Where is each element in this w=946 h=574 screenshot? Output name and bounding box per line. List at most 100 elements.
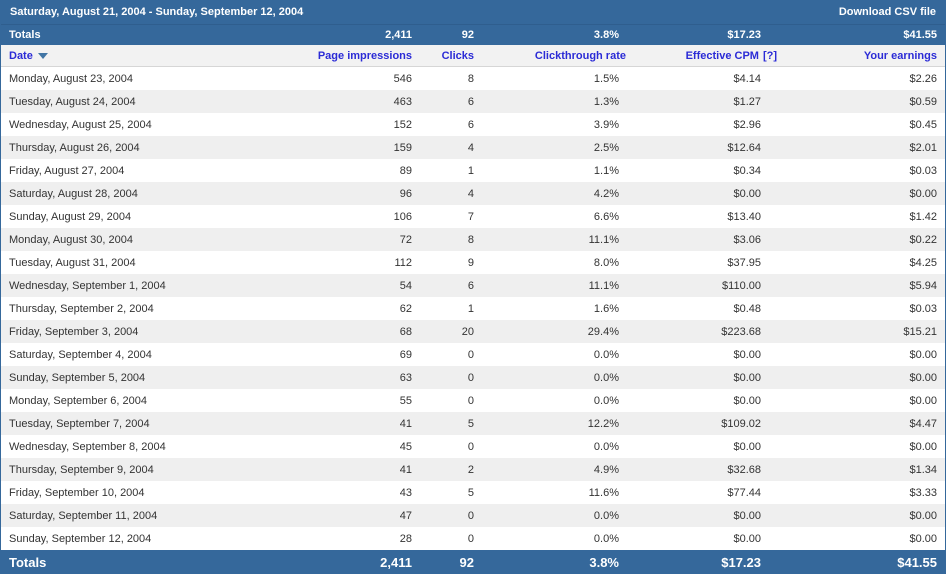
ecpm-help-icon[interactable]: [?] (762, 49, 777, 62)
cell-date: Tuesday, August 31, 2004 (9, 256, 136, 269)
totals-impressions: 2,411 (380, 554, 412, 570)
cell-clicks: 6 (467, 118, 474, 131)
cell-ecpm: $0.00 (733, 394, 761, 407)
cell-clicks: 0 (467, 348, 474, 361)
column-header-impressions[interactable]: Page impressions (317, 49, 412, 62)
cell-date: Sunday, August 29, 2004 (9, 210, 132, 223)
cell-ecpm: $0.34 (733, 164, 761, 177)
cell-impressions: 54 (399, 279, 412, 292)
cell-ctr: 0.0% (593, 348, 619, 361)
cell-earnings: $0.22 (909, 233, 937, 246)
column-header-ecpm-label[interactable]: Effective CPM (685, 49, 759, 62)
cell-ecpm: $77.44 (727, 486, 761, 499)
table-row: Sunday, August 29, 2004 106 7 6.6% $13.40 $1.… (1, 205, 945, 228)
cell-impressions: 55 (399, 394, 412, 407)
cell-ecpm: $0.00 (733, 187, 761, 200)
cell-ecpm: $32.68 (727, 463, 761, 476)
column-header-clicks[interactable]: Clicks (441, 49, 474, 62)
cell-date: Wednesday, September 1, 2004 (9, 279, 166, 292)
totals-clicks: 92 (459, 554, 474, 570)
cell-clicks: 4 (467, 187, 474, 200)
cell-impressions: 45 (399, 440, 412, 453)
cell-date: Saturday, September 4, 2004 (9, 348, 152, 361)
cell-ctr: 0.0% (593, 509, 619, 522)
cell-date: Thursday, August 26, 2004 (9, 141, 140, 154)
cell-ctr: 0.0% (593, 394, 619, 407)
cell-clicks: 0 (467, 509, 474, 522)
column-header-row: Date Page impressions Clicks Clickthroug… (1, 45, 945, 67)
table-row: Wednesday, August 25, 2004 152 6 3.9% $2.96 $… (1, 113, 945, 136)
cell-clicks: 6 (467, 279, 474, 292)
cell-ecpm: $4.14 (733, 72, 761, 85)
table-row: Friday, September 3, 2004 68 20 29.4% $223.6… (1, 320, 945, 343)
cell-ecpm: $0.00 (733, 348, 761, 361)
cell-date: Sunday, September 12, 2004 (9, 532, 152, 545)
cell-date: Friday, September 3, 2004 (9, 325, 139, 338)
cell-impressions: 63 (399, 371, 412, 384)
cell-ctr: 6.6% (593, 210, 619, 223)
table-row: Saturday, August 28, 2004 96 4 4.2% $0.00 $0.… (1, 182, 945, 205)
cell-ctr: 2.5% (593, 141, 619, 154)
table-row: Sunday, September 12, 2004 28 0 0.0% $0.00 $0… (1, 527, 945, 550)
cell-date: Monday, August 23, 2004 (9, 72, 133, 85)
table-row: Wednesday, September 8, 2004 45 0 0.0% $0.00… (1, 435, 945, 458)
sort-descending-icon (37, 52, 48, 59)
cell-ctr: 4.2% (593, 187, 619, 200)
cell-clicks: 6 (467, 95, 474, 108)
cell-earnings: $1.42 (909, 210, 937, 223)
totals-ctr: 3.8% (593, 29, 619, 41)
cell-ctr: 1.6% (593, 302, 619, 315)
cell-earnings: $0.00 (909, 348, 937, 361)
cell-ctr: 1.3% (593, 95, 619, 108)
cell-clicks: 4 (467, 141, 474, 154)
title-bar: Saturday, August 21, 2004 - Sunday, Sept… (1, 0, 945, 25)
column-header-ecpm[interactable]: Effective CPM [?] (629, 50, 781, 62)
table-row: Monday, August 23, 2004 546 8 1.5% $4.14 $2.2… (1, 67, 945, 90)
column-header-date[interactable]: Date (1, 50, 299, 62)
cell-clicks: 7 (467, 210, 474, 223)
cell-date: Saturday, August 28, 2004 (9, 187, 138, 200)
cell-clicks: 8 (467, 233, 474, 246)
table-row: Thursday, September 9, 2004 41 2 4.9% $32.68… (1, 458, 945, 481)
cell-date: Thursday, September 2, 2004 (9, 302, 154, 315)
cell-ctr: 11.1% (588, 279, 619, 292)
cell-impressions: 159 (393, 141, 412, 154)
cell-ctr: 0.0% (593, 371, 619, 384)
cell-clicks: 0 (467, 394, 474, 407)
table-row: Friday, August 27, 2004 89 1 1.1% $0.34 $0.03 (1, 159, 945, 182)
cell-ecpm: $0.00 (733, 509, 761, 522)
table-row: Wednesday, September 1, 2004 54 6 11.1% $110… (1, 274, 945, 297)
table-row: Friday, September 10, 2004 43 5 11.6% $77.44… (1, 481, 945, 504)
cell-impressions: 106 (393, 210, 412, 223)
column-header-ctr[interactable]: Clickthrough rate (534, 49, 626, 62)
cell-clicks: 1 (467, 164, 474, 177)
cell-ctr: 8.0% (593, 256, 619, 269)
table-row: Monday, August 30, 2004 72 8 11.1% $3.06 $0.2… (1, 228, 945, 251)
download-csv-link[interactable]: Download CSV file (838, 6, 936, 18)
cell-impressions: 152 (393, 118, 412, 131)
cell-impressions: 546 (393, 72, 412, 85)
cell-ctr: 1.1% (593, 164, 619, 177)
cell-date: Monday, September 6, 2004 (9, 394, 147, 407)
table-row: Thursday, September 2, 2004 62 1 1.6% $0.48 $… (1, 297, 945, 320)
cell-earnings: $0.00 (909, 371, 937, 384)
cell-ecpm: $1.27 (733, 95, 761, 108)
table-body: Monday, August 23, 2004 546 8 1.5% $4.14 $2.2… (1, 67, 945, 550)
cell-earnings: $0.00 (909, 187, 937, 200)
column-header-earnings[interactable]: Your earnings (863, 49, 937, 62)
cell-ecpm: $2.96 (733, 118, 761, 131)
cell-impressions: 43 (399, 486, 412, 499)
cell-earnings: $0.45 (909, 118, 937, 131)
cell-earnings: $3.33 (909, 486, 937, 499)
cell-clicks: 9 (467, 256, 474, 269)
cell-ctr: 0.0% (593, 440, 619, 453)
cell-clicks: 20 (461, 325, 474, 338)
cell-earnings: $0.00 (909, 394, 937, 407)
cell-date: Tuesday, August 24, 2004 (9, 95, 136, 108)
cell-date: Tuesday, September 7, 2004 (9, 417, 150, 430)
column-header-date-label[interactable]: Date (9, 49, 33, 62)
cell-earnings: $5.94 (909, 279, 937, 292)
cell-date: Wednesday, August 25, 2004 (9, 118, 152, 131)
cell-earnings: $0.00 (909, 440, 937, 453)
